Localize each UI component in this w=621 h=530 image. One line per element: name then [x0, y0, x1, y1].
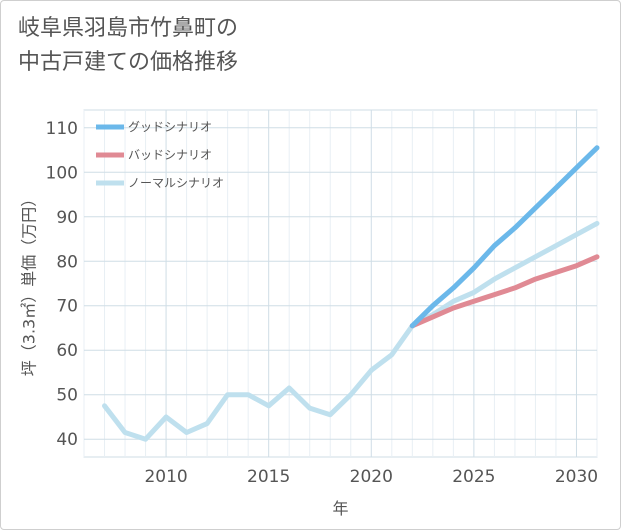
series-line-normal — [102, 220, 600, 442]
y-tick-label: 100 — [46, 163, 78, 183]
legend-label: ノーマルシナリオ — [128, 176, 224, 190]
x-axis-title: 年 — [332, 499, 348, 518]
y-tick-label: 60 — [56, 341, 78, 361]
x-tick-label: 2010 — [144, 467, 187, 487]
tick-labels: 2010 2015 2020 2025 2030 40 50 60 70 80 90 100 110 — [46, 119, 599, 487]
chart-title-line-2: 中古戸建ての価格推移 — [18, 50, 239, 75]
y-tick-label: 110 — [46, 119, 78, 139]
x-tick-label: 2030 — [555, 467, 598, 487]
y-tick-label: 40 — [56, 430, 78, 450]
chart-title: 岐阜県羽島市竹鼻町の 中古戸建ての価格推移 — [18, 12, 418, 80]
x-tick-label: 2015 — [247, 467, 290, 487]
y-tick-label: 80 — [56, 252, 78, 272]
y-axis-title: 坪（3.3㎡）単価（万円） — [20, 191, 39, 376]
legend-label: グッドシナリオ — [128, 120, 212, 134]
grid — [83, 109, 598, 458]
x-tick-label: 2025 — [452, 467, 495, 487]
y-tick-label: 50 — [56, 386, 78, 406]
x-tick-label: 2020 — [350, 467, 393, 487]
y-tick-label: 70 — [56, 297, 78, 317]
y-tick-label: 90 — [56, 208, 78, 228]
chart-title-line-1: 岐阜県羽島市竹鼻町の — [18, 16, 239, 41]
legend-label: バッドシナリオ — [128, 148, 212, 162]
series-line-good — [409, 145, 600, 329]
series-layer — [102, 145, 600, 442]
series-line-bad — [409, 254, 600, 329]
